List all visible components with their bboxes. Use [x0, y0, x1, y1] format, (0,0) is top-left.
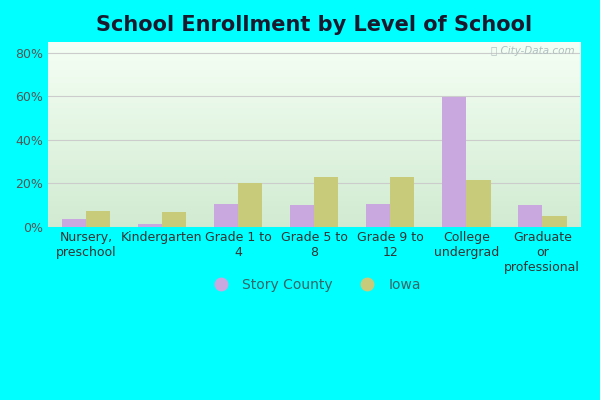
Bar: [214, 204, 238, 226]
Bar: [238, 183, 262, 226]
Legend: Story County, Iowa: Story County, Iowa: [202, 272, 427, 297]
Bar: [290, 205, 314, 226]
Bar: [466, 180, 491, 226]
Bar: [518, 205, 542, 226]
Text: ⓘ City-Data.com: ⓘ City-Data.com: [491, 46, 575, 56]
Bar: [137, 224, 162, 226]
Title: School Enrollment by Level of School: School Enrollment by Level of School: [96, 15, 532, 35]
Bar: [366, 204, 390, 226]
Bar: [314, 177, 338, 226]
Bar: [442, 98, 466, 226]
Bar: [390, 177, 415, 226]
Bar: [62, 219, 86, 226]
Bar: [162, 212, 186, 226]
Bar: [542, 216, 566, 226]
Bar: [86, 211, 110, 226]
